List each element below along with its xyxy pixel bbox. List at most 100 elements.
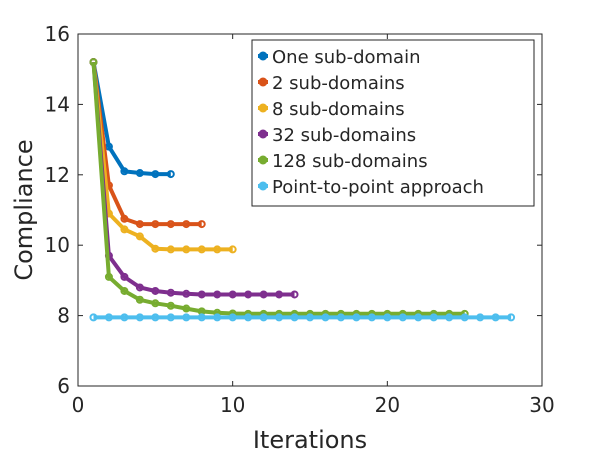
data-point [104, 313, 113, 322]
legend-item: One sub-domain [258, 47, 421, 68]
legend-item: 8 sub-domains [258, 99, 405, 120]
legend-item: 2 sub-domains [258, 73, 405, 94]
data-point [135, 169, 144, 178]
data-point [120, 286, 129, 295]
data-point [135, 313, 144, 322]
y-axis-label: Compliance [10, 139, 38, 280]
data-point [429, 313, 438, 322]
data-point [259, 290, 268, 299]
data-point [275, 290, 284, 299]
data-point [228, 245, 237, 254]
data-point [491, 313, 500, 322]
data-point [259, 313, 268, 322]
data-point [306, 313, 314, 322]
x-tick-label: 20 [375, 393, 400, 417]
y-tick-label: 8 [57, 304, 70, 328]
data-point [120, 167, 129, 176]
data-point [336, 313, 345, 322]
legend-marker [258, 181, 268, 191]
data-point [151, 244, 160, 253]
data-point [321, 313, 330, 322]
data-point [507, 313, 516, 322]
y-tick-label: 10 [45, 233, 70, 257]
data-point [244, 313, 253, 322]
legend-item: 32 sub-domains [258, 125, 416, 146]
data-point [228, 313, 237, 322]
data-point [197, 290, 206, 299]
data-point [89, 313, 98, 322]
data-point [460, 313, 469, 322]
x-tick-label: 10 [220, 393, 245, 417]
series-2 [89, 58, 206, 229]
y-tick-label: 6 [57, 374, 70, 398]
data-point [228, 290, 237, 299]
data-point [275, 313, 284, 322]
data-point [166, 301, 175, 310]
data-point [182, 245, 191, 254]
legend-box [251, 39, 535, 207]
series-layer [89, 58, 516, 322]
y-tick-label: 14 [45, 92, 70, 116]
legend-label: 128 sub-domains [272, 151, 428, 172]
data-point [151, 299, 160, 308]
data-point [89, 58, 98, 67]
data-point [383, 313, 392, 322]
data-point [213, 245, 222, 254]
data-point [182, 313, 191, 322]
legend: One sub-domain 2 sub-domains 8 sub-domains… [251, 39, 535, 207]
data-point [135, 232, 144, 241]
legend-label: 8 sub-domains [272, 99, 405, 120]
data-point [398, 313, 407, 322]
data-point [135, 283, 144, 292]
data-point [290, 290, 299, 299]
legend-marker [258, 51, 268, 61]
data-point [197, 245, 206, 254]
x-tick-label: 0 [72, 393, 85, 417]
plot-area [77, 33, 543, 387]
series-line [91, 61, 233, 252]
axes-box [77, 33, 543, 387]
data-point [135, 220, 144, 229]
data-point [197, 313, 206, 322]
data-point [414, 313, 423, 322]
data-point [151, 170, 160, 179]
data-point [213, 290, 222, 299]
x-axis-label: Iterations [253, 426, 367, 454]
data-point [151, 313, 160, 322]
legend-marker [258, 129, 268, 139]
series-6 [89, 313, 516, 322]
data-point [120, 313, 129, 322]
data-point [182, 304, 191, 313]
data-point [135, 295, 144, 304]
legend-item: Point-to-point approach [258, 177, 484, 198]
data-point [352, 313, 361, 322]
data-point [120, 214, 129, 223]
y-tick-label: 16 [45, 22, 70, 46]
data-point [182, 220, 191, 229]
data-point [120, 225, 129, 234]
legend-marker [258, 103, 268, 113]
data-point [166, 288, 175, 297]
data-point [120, 272, 129, 281]
data-point [151, 286, 160, 295]
legend-label: 2 sub-domains [272, 73, 405, 94]
legend-item: 128 sub-domains [258, 151, 428, 172]
data-point [151, 220, 160, 229]
legend-label: 32 sub-domains [272, 125, 416, 146]
data-point [166, 245, 175, 254]
legend-marker [258, 155, 268, 165]
data-point [290, 313, 299, 322]
data-point [445, 313, 454, 322]
data-point [213, 313, 222, 322]
legend-marker [258, 77, 268, 87]
data-point [182, 289, 191, 298]
data-point [166, 170, 175, 179]
data-point [476, 313, 485, 322]
legend-label: Point-to-point approach [272, 177, 484, 198]
data-point [367, 313, 376, 322]
x-tick-label: 30 [529, 393, 554, 417]
data-point [166, 220, 175, 229]
data-point [244, 290, 253, 299]
data-point [166, 313, 175, 322]
